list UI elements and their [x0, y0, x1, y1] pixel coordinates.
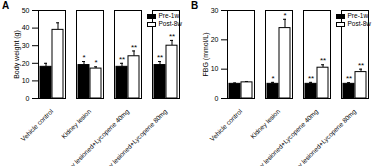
svg-text:**: ** [131, 43, 137, 52]
svg-text:Kidney lesioned+Lycopene 80mg: Kidney lesioned+Lycopene 80mg [96, 107, 170, 166]
svg-text:Kidney lesioned+Lycopene 80mg: Kidney lesioned+Lycopene 80mg [285, 107, 359, 166]
html-text:Post-8w: Post-8w [347, 20, 371, 27]
svg-text:Vehicle control: Vehicle control [208, 107, 243, 142]
svg-text:FBG (mmol/L): FBG (mmol/L) [202, 33, 210, 77]
svg-text:50: 50 [22, 7, 30, 14]
svg-text:**: ** [320, 56, 326, 65]
svg-text:Vehicle control: Vehicle control [19, 107, 54, 142]
html-text:Post-8w: Post-8w [158, 20, 182, 27]
svg-text:30: 30 [22, 42, 30, 49]
svg-text:40: 40 [22, 24, 30, 31]
svg-text:**: ** [358, 61, 364, 70]
svg-text:10: 10 [211, 65, 219, 72]
svg-text:0: 0 [26, 95, 30, 102]
svg-text:Body weight (g): Body weight (g) [13, 30, 21, 79]
html-text:B: B [191, 0, 199, 11]
svg-text:*: * [94, 58, 97, 67]
svg-text:30: 30 [211, 7, 219, 14]
svg-text:Kidney lesion: Kidney lesion [60, 107, 93, 140]
svg-text:20: 20 [22, 60, 30, 67]
svg-text:**: ** [119, 55, 125, 64]
svg-text:Kidney lesion: Kidney lesion [249, 107, 282, 140]
svg-text:*: * [271, 74, 274, 83]
svg-text:**: ** [169, 32, 175, 41]
svg-text:*: * [283, 11, 286, 20]
svg-text:10: 10 [22, 77, 30, 84]
html-text:Pre-1w: Pre-1w [347, 12, 369, 19]
svg-text:**: ** [346, 74, 352, 83]
html-text:Pre-1w: Pre-1w [158, 12, 180, 19]
svg-text:**: ** [157, 53, 163, 62]
svg-text:**: ** [308, 74, 314, 83]
svg-text:20: 20 [211, 36, 219, 43]
svg-text:*: * [82, 53, 85, 62]
svg-text:0: 0 [215, 95, 219, 102]
html-text:A: A [2, 0, 10, 11]
